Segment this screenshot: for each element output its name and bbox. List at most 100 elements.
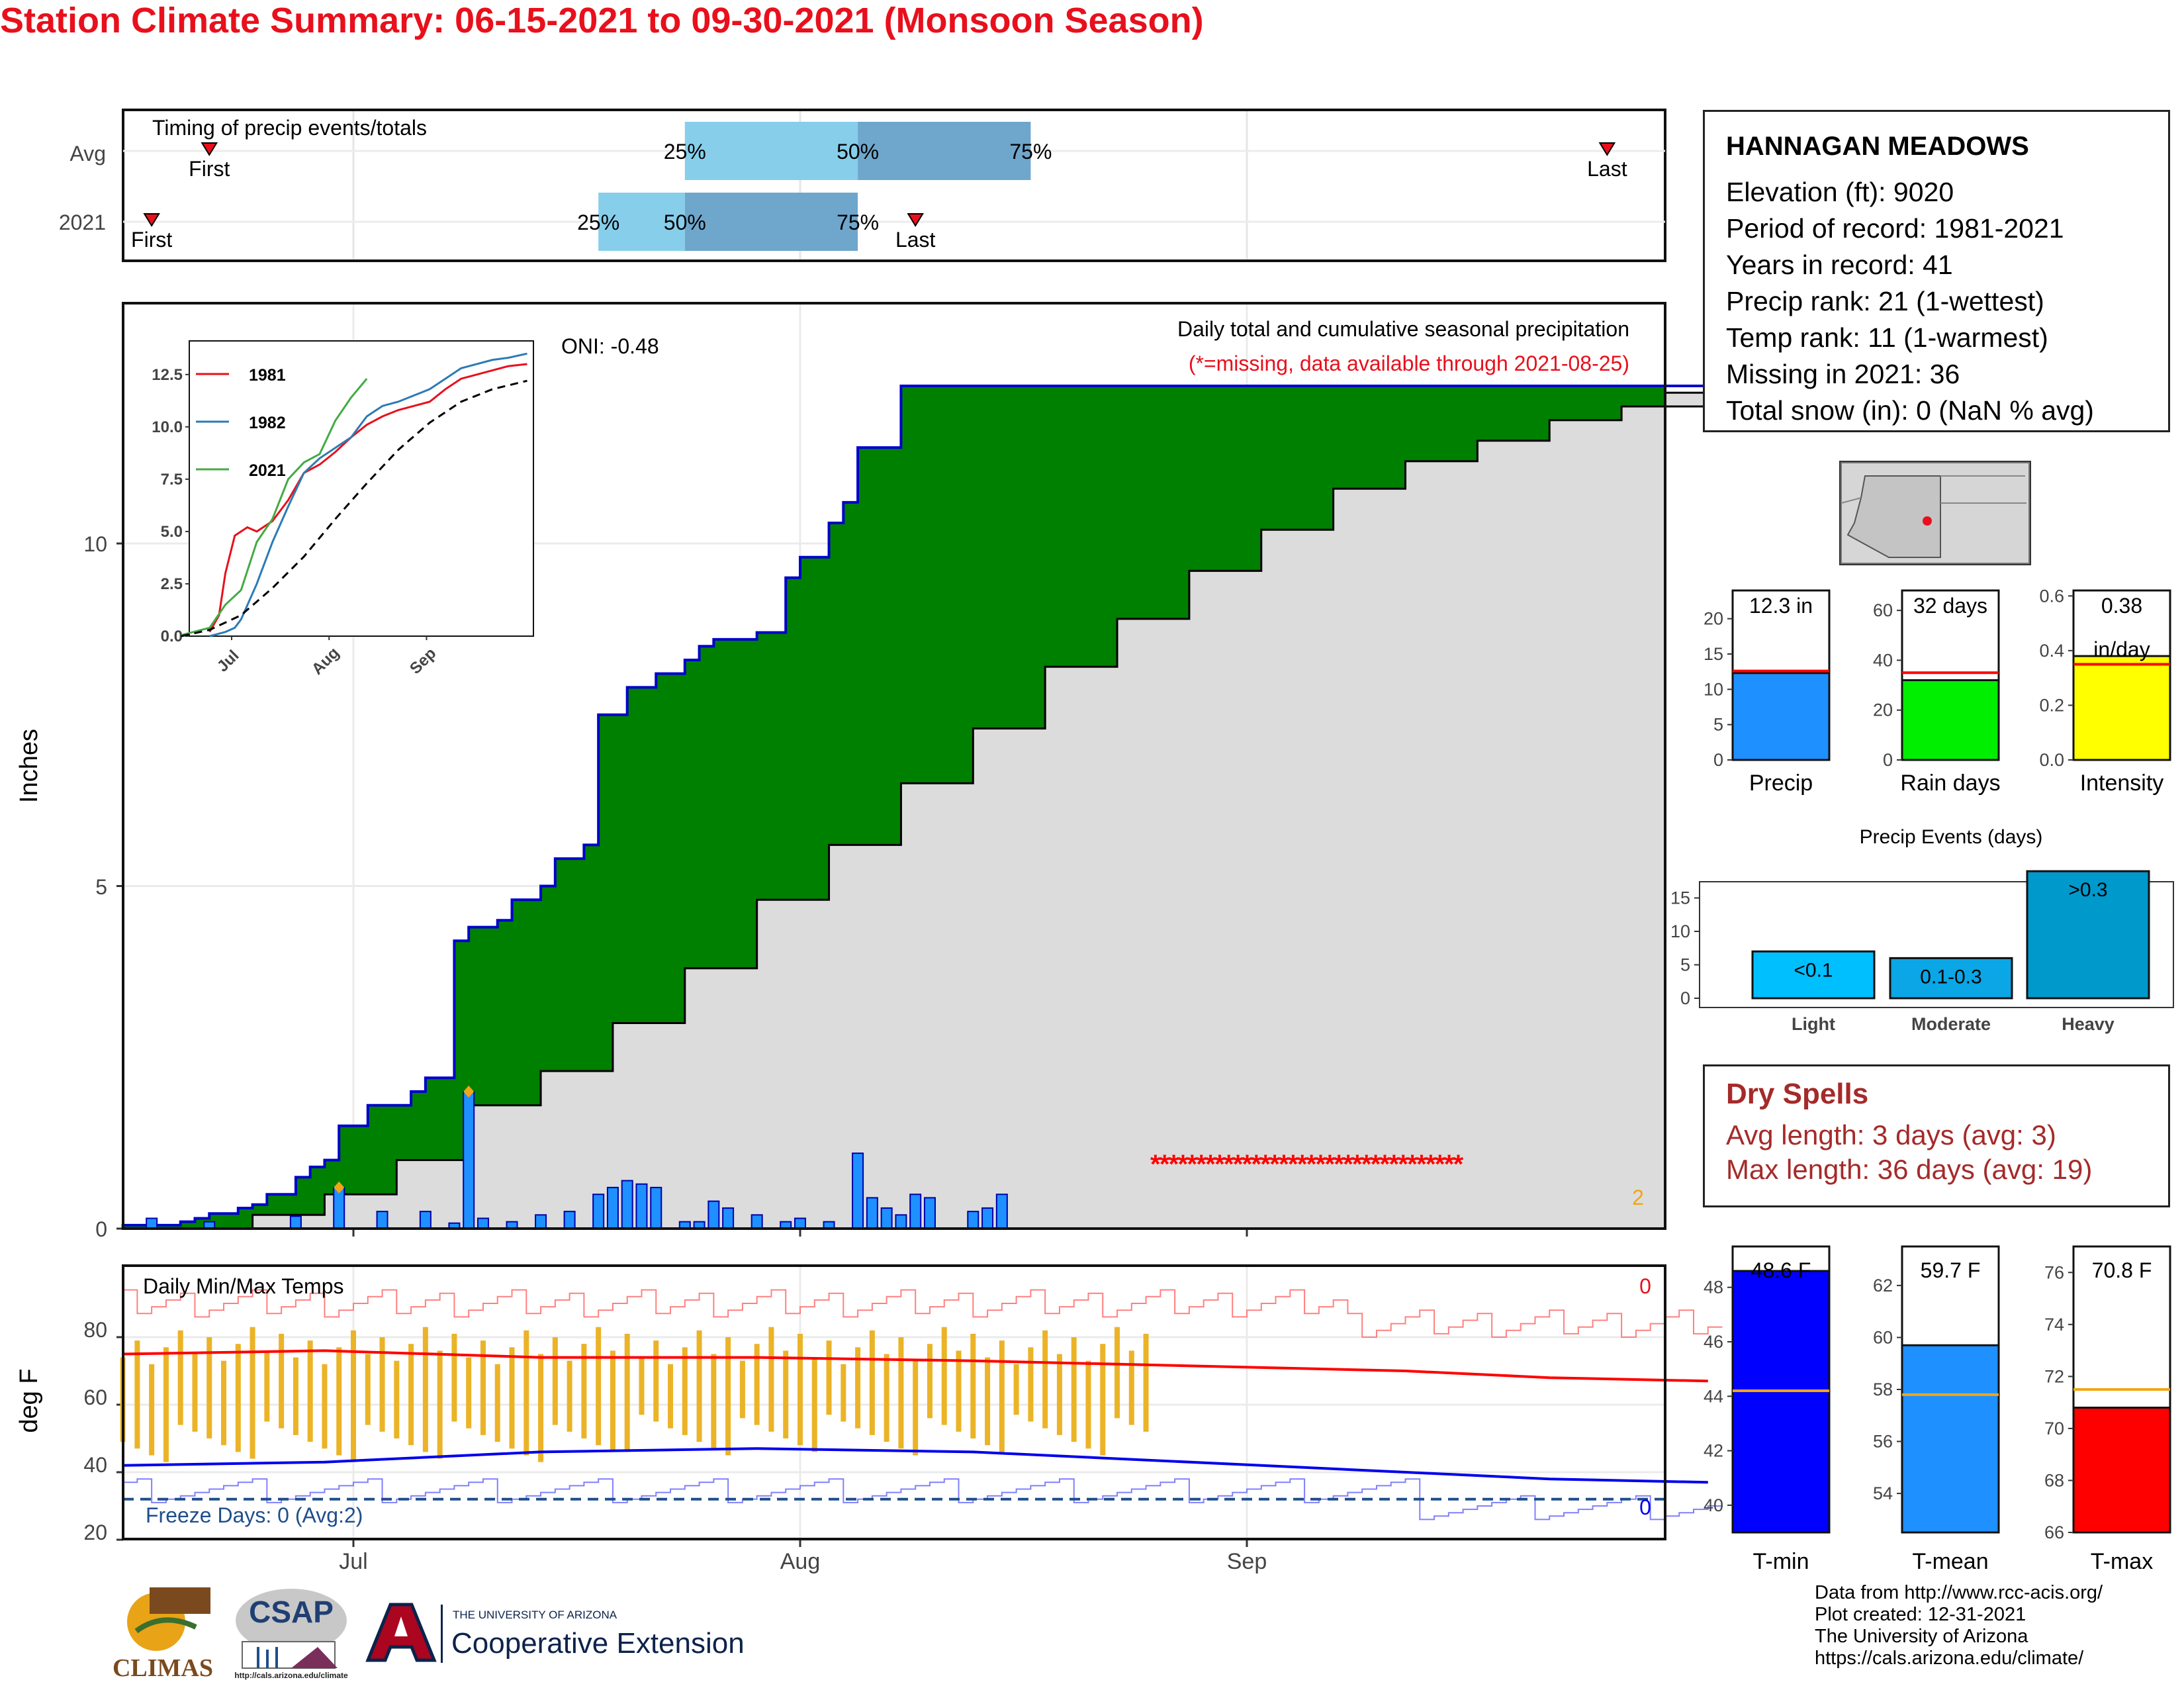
- oni-value: ONI: -0.48: [561, 334, 659, 358]
- daily-temp-range-bar: [913, 1360, 919, 1456]
- temp-summary-ytick-label: 40: [1704, 1495, 1723, 1515]
- station-temp-rank: Temp rank: 11 (1-warmest): [1726, 322, 2048, 353]
- daily-temp-range-bar: [466, 1357, 472, 1429]
- daily-temp-range-bar: [235, 1344, 241, 1452]
- csap-url: http://cals.arizona.edu/climate: [234, 1671, 348, 1680]
- daily-temp-range-bar: [725, 1337, 731, 1456]
- daily-temp-range-bar: [293, 1357, 298, 1435]
- timing-label-avg: Avg: [69, 142, 106, 165]
- summary-value-text: 0.38: [2101, 594, 2142, 618]
- events-chart: Precip Events (days) 0 5 10 15 <0.1 Light 0.1-0…: [1670, 826, 2174, 1034]
- daily-temp-range-bar: [408, 1344, 414, 1446]
- timing-panel: 25% 50% 75% First Last 25% 50% 75% First Last Tim…: [59, 109, 1666, 262]
- timing-last-label: Last: [1587, 157, 1627, 181]
- missing-marks: **********************************: [1150, 1150, 1464, 1179]
- daily-temp-range-bar: [668, 1364, 674, 1429]
- inset-ytick-label: 2.5: [161, 575, 183, 593]
- station-missing: Missing in 2021: 36: [1726, 359, 1960, 389]
- temp-ytick-20: 20: [83, 1521, 107, 1544]
- daily-precip-bar: [923, 1197, 936, 1230]
- daily-precip-bar: [852, 1152, 864, 1230]
- precip-ytick-5: 5: [95, 875, 107, 899]
- daily-temp-range-bar: [307, 1340, 313, 1442]
- daily-temp-range-bar: [596, 1327, 602, 1446]
- precip-ytick-0: 0: [95, 1217, 107, 1241]
- csap-logo: CSAP http://cals.arizona.edu/climate: [232, 1581, 351, 1683]
- daily-precip-bar: [722, 1207, 735, 1229]
- daily-precip-bar: [592, 1194, 605, 1229]
- credit-line-3: The University of Arizona: [1815, 1626, 2028, 1647]
- daily-temp-range-bar: [279, 1333, 285, 1429]
- events-category-label: Moderate: [1911, 1014, 1991, 1034]
- daily-precip-bar: [146, 1217, 158, 1229]
- inset-legend-1982: 1982: [249, 414, 286, 432]
- timing-q75-label: 75%: [1009, 140, 1052, 164]
- daily-precip-bar: [463, 1091, 475, 1229]
- timing-q50-label: 50%: [664, 211, 706, 234]
- record-max-line: [122, 1289, 1723, 1338]
- hot-count: 0: [1639, 1274, 1651, 1298]
- events-bar: [1751, 950, 1876, 1000]
- xtick-sep: Sep: [1227, 1549, 1267, 1574]
- daily-precip-bar: [535, 1214, 547, 1230]
- timing-last-label: Last: [895, 228, 936, 252]
- temp-summary-ytick-label: 62: [1873, 1276, 1893, 1295]
- daily-temp-range-bar: [177, 1330, 183, 1425]
- inset-ytick-label: 12.5: [152, 366, 183, 384]
- daily-precip-bar: [333, 1186, 345, 1230]
- daily-temp-range-bar: [134, 1340, 140, 1449]
- daily-precip-bar: [880, 1207, 893, 1229]
- daily-precip-bar: [376, 1211, 388, 1229]
- events-ytick-label: 10: [1670, 921, 1690, 941]
- daily-temp-range-bar: [322, 1364, 328, 1449]
- inset-ytick-label: 7.5: [161, 471, 183, 489]
- daily-temp-range-bar: [682, 1347, 688, 1435]
- daily-precip-bar: [866, 1197, 878, 1230]
- temp-summary-ytick-label: 46: [1704, 1332, 1723, 1352]
- ua-block-a-icon: [365, 1603, 437, 1662]
- timing-q50-label: 50%: [837, 140, 879, 164]
- temp-frame-border: [122, 1264, 1666, 1540]
- timing-bar-q25-q50: [598, 193, 685, 251]
- summary-ytick-label: 0: [1713, 750, 1723, 770]
- daily-temp-range-bar: [567, 1360, 572, 1432]
- daily-temp-range-bar: [480, 1340, 486, 1435]
- daily-temp-range-bar: [509, 1347, 515, 1449]
- summary-label: Intensity: [2080, 771, 2164, 796]
- summary-value-bar: [2072, 655, 2171, 761]
- temp-summary-ytick-label: 54: [1873, 1483, 1893, 1503]
- daily-temp-range-bar: [451, 1333, 457, 1422]
- cold-count: 0: [1639, 1495, 1651, 1519]
- ua-big-text: Cooperative Extension: [451, 1627, 745, 1660]
- temp-summary-bar: [2072, 1406, 2171, 1534]
- station-period: Period of record: 1981-2021: [1726, 213, 2064, 244]
- summary-value-text: 12.3 in: [1749, 594, 1813, 618]
- timing-last-marker: [1598, 142, 1616, 156]
- daily-temp-range-bar: [1071, 1337, 1077, 1442]
- station-info-box: HANNAGAN MEADOWS Elevation (ft): 9020 Pe…: [1703, 110, 2170, 432]
- temp-summary-ytick-label: 48: [1704, 1278, 1723, 1297]
- events-bar-label: >0.3: [2068, 879, 2107, 901]
- temp-summary-ytick-label: 44: [1704, 1386, 1723, 1406]
- daily-temp-range-bar: [221, 1360, 227, 1446]
- timing-bar-q50-q75: [858, 122, 1031, 180]
- summary-ytick-label: 0.6: [2039, 586, 2064, 606]
- daily-temp-range-bar: [811, 1357, 817, 1452]
- xtick-jul: Jul: [339, 1549, 367, 1574]
- page-title: Station Climate Summary: 06-15-2021 to 0…: [0, 1, 1204, 40]
- temp-summary-bar: [1731, 1270, 1831, 1534]
- dry-spells-title: Dry Spells: [1726, 1078, 1869, 1110]
- daily-temp-range-bar: [768, 1327, 774, 1432]
- daily-temp-range-bar: [855, 1347, 861, 1429]
- temp-summary-ytick-label: 70: [2044, 1419, 2064, 1438]
- observed-cumulative-line: [121, 384, 1708, 1229]
- summary-ytick-label: 0: [1883, 750, 1893, 770]
- temp-summary-value-text: 48.6 F: [1751, 1258, 1811, 1282]
- daily-temp-range-bar: [494, 1364, 500, 1442]
- timing-last-marker: [907, 213, 924, 227]
- temp-summary-ytick-label: 60: [1873, 1327, 1893, 1347]
- summary-ytick-label: 0.2: [2039, 695, 2064, 715]
- daily-temp-range-bar: [1056, 1354, 1062, 1435]
- events-bar: [1889, 957, 2013, 1000]
